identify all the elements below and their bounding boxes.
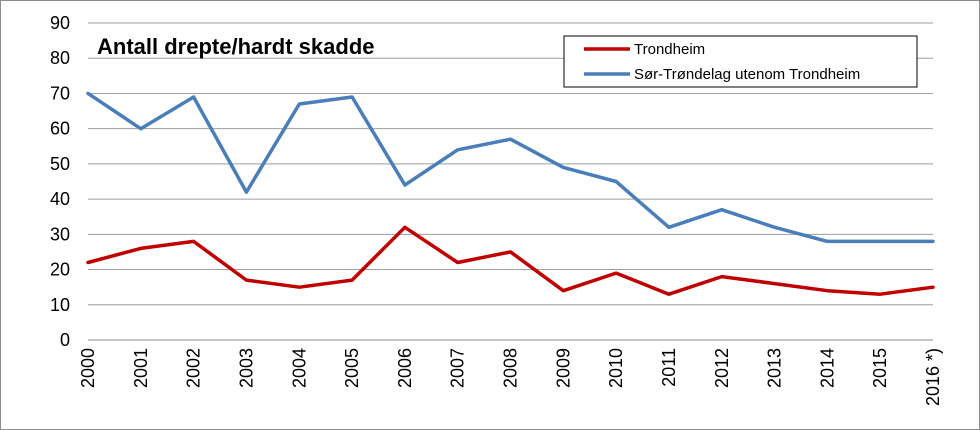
x-tick-label-4: 2004 — [289, 348, 309, 388]
series-line-1 — [86, 91, 935, 244]
legend-box — [563, 35, 918, 88]
legend-label-trondheim: Trondheim — [634, 41, 705, 58]
y-tick-label-40: 40 — [50, 189, 70, 209]
x-tick-label-5: 2005 — [342, 348, 362, 388]
gridlines — [88, 22, 933, 306]
y-tick-label-90: 90 — [50, 13, 70, 33]
x-axis-ticks: 2000 2001 2002 2003 2004 2005 2006 2007 2008 2009… — [78, 348, 943, 406]
series-line-0 — [86, 225, 935, 296]
y-tick-label-80: 80 — [50, 48, 70, 68]
x-tick-label-2: 2002 — [184, 348, 204, 388]
x-tick-label-1: 2001 — [131, 348, 151, 388]
x-tick-label-9: 2009 — [553, 348, 573, 388]
chart-title: Antall drepte/hardt skadde — [97, 34, 375, 59]
y-tick-label-70: 70 — [50, 83, 70, 103]
x-tick-label-0: 2000 — [78, 348, 98, 388]
y-tick-label-10: 10 — [50, 295, 70, 315]
y-tick-label-30: 30 — [50, 224, 70, 244]
y-tick-label-0: 0 — [60, 330, 70, 350]
y-axis-ticks: 0 10 20 30 40 50 60 70 80 90 — [50, 13, 70, 350]
series-lines — [86, 91, 935, 296]
x-tick-label-6: 2006 — [395, 348, 415, 388]
x-tick-label-3: 2003 — [236, 348, 256, 388]
legend: Trondheim Sør-Trøndelag utenom Trondheim — [563, 35, 918, 88]
x-tick-label-14: 2014 — [817, 348, 837, 388]
legend-label-sor-trondelag: Sør-Trøndelag utenom Trondheim — [634, 66, 860, 83]
x-tick-label-13: 2013 — [765, 348, 785, 388]
x-tick-label-15: 2015 — [870, 348, 890, 388]
y-tick-label-20: 20 — [50, 260, 70, 280]
x-tick-label-8: 2008 — [501, 348, 521, 388]
x-tick-label-16: 2016 *) — [923, 348, 943, 406]
x-tick-label-10: 2010 — [606, 348, 626, 388]
x-tick-label-11: 2011 — [659, 348, 679, 387]
y-tick-label-60: 60 — [50, 119, 70, 139]
y-tick-label-50: 50 — [50, 154, 70, 174]
x-tick-label-7: 2007 — [448, 348, 468, 388]
x-tick-label-12: 2012 — [712, 348, 732, 388]
